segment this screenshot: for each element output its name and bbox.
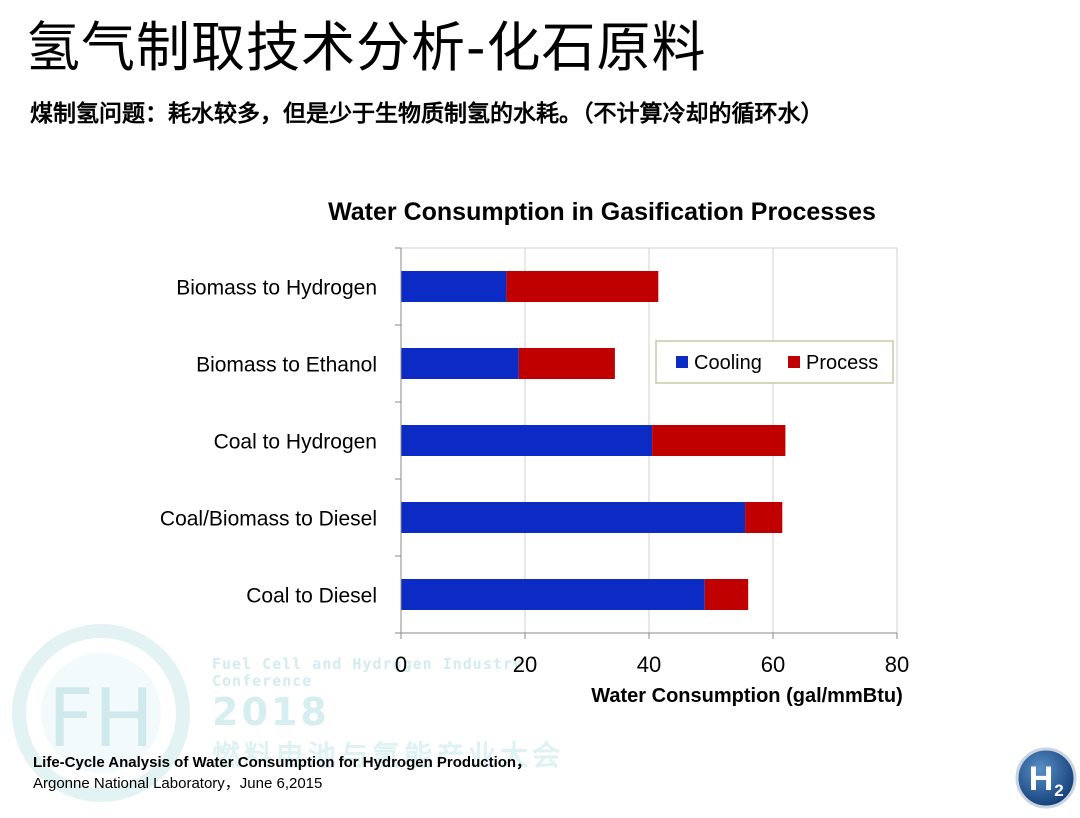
bar-cooling xyxy=(401,348,519,379)
watermark-conference-name: Fuel Cell and Hydrogen Industry Conferen… xyxy=(212,656,523,690)
source-line2: Argonne National Laboratory，June 6,2015 xyxy=(33,775,323,792)
slide-subtitle: 煤制氢问题：耗水较多，但是少于生物质制氢的水耗。（不计算冷却的循环水） xyxy=(30,101,824,127)
x-tick-label: 60 xyxy=(761,652,785,677)
bar-process xyxy=(745,502,783,533)
conference-logo-text: FH xyxy=(48,672,154,765)
x-tick-label: 80 xyxy=(885,652,909,677)
bar-cooling xyxy=(401,425,653,456)
bar-process xyxy=(704,579,749,610)
legend-swatch-process xyxy=(788,356,800,368)
chart-title: Water Consumption in Gasification Proces… xyxy=(328,198,876,226)
slide-title: 氢气制取技术分析-化石原料 xyxy=(26,16,707,79)
bar-process xyxy=(506,271,659,302)
watermark-year: 2018 xyxy=(212,690,330,734)
category-label: Biomass to Ethanol xyxy=(196,354,377,377)
x-axis-label: Water Consumption (gal/mmBtu) xyxy=(591,685,902,707)
bar-cooling xyxy=(401,271,507,302)
legend-label-process: Process xyxy=(806,352,878,374)
bar-process xyxy=(652,425,786,456)
category-label: Biomass to Hydrogen xyxy=(176,277,377,300)
h2-badge-icon: H 2 xyxy=(1015,747,1077,809)
chart-legend: Cooling Process xyxy=(655,340,894,384)
bar-cooling xyxy=(401,579,705,610)
legend-swatch-cooling xyxy=(676,356,688,368)
source-line1: Life-Cycle Analysis of Water Consumption… xyxy=(33,754,532,771)
watermark-line1: Fuel Cell and Hydrogen Industry xyxy=(212,655,523,673)
h2-badge-subscript: 2 xyxy=(1054,781,1063,800)
watermark-chinese-name: 燃料电池与氢能产业大会 xyxy=(212,739,565,772)
bar-cooling xyxy=(401,502,746,533)
category-label: Coal/Biomass to Diesel xyxy=(160,508,377,531)
conference-logo-icon: FH xyxy=(12,624,190,802)
legend-box xyxy=(655,340,894,384)
bar-process xyxy=(518,348,615,379)
watermark-line2: Conference xyxy=(212,672,313,690)
h2-badge-letter: H xyxy=(1029,760,1054,798)
x-tick-label: 0 xyxy=(395,652,407,677)
category-label: Coal to Hydrogen xyxy=(214,431,377,454)
legend-label-cooling: Cooling xyxy=(694,352,762,374)
category-label: Coal to Diesel xyxy=(246,585,377,608)
x-tick-label: 20 xyxy=(513,652,537,677)
source-citation: Life-Cycle Analysis of Water Consumption… xyxy=(33,752,531,794)
x-tick-label: 40 xyxy=(637,652,661,677)
